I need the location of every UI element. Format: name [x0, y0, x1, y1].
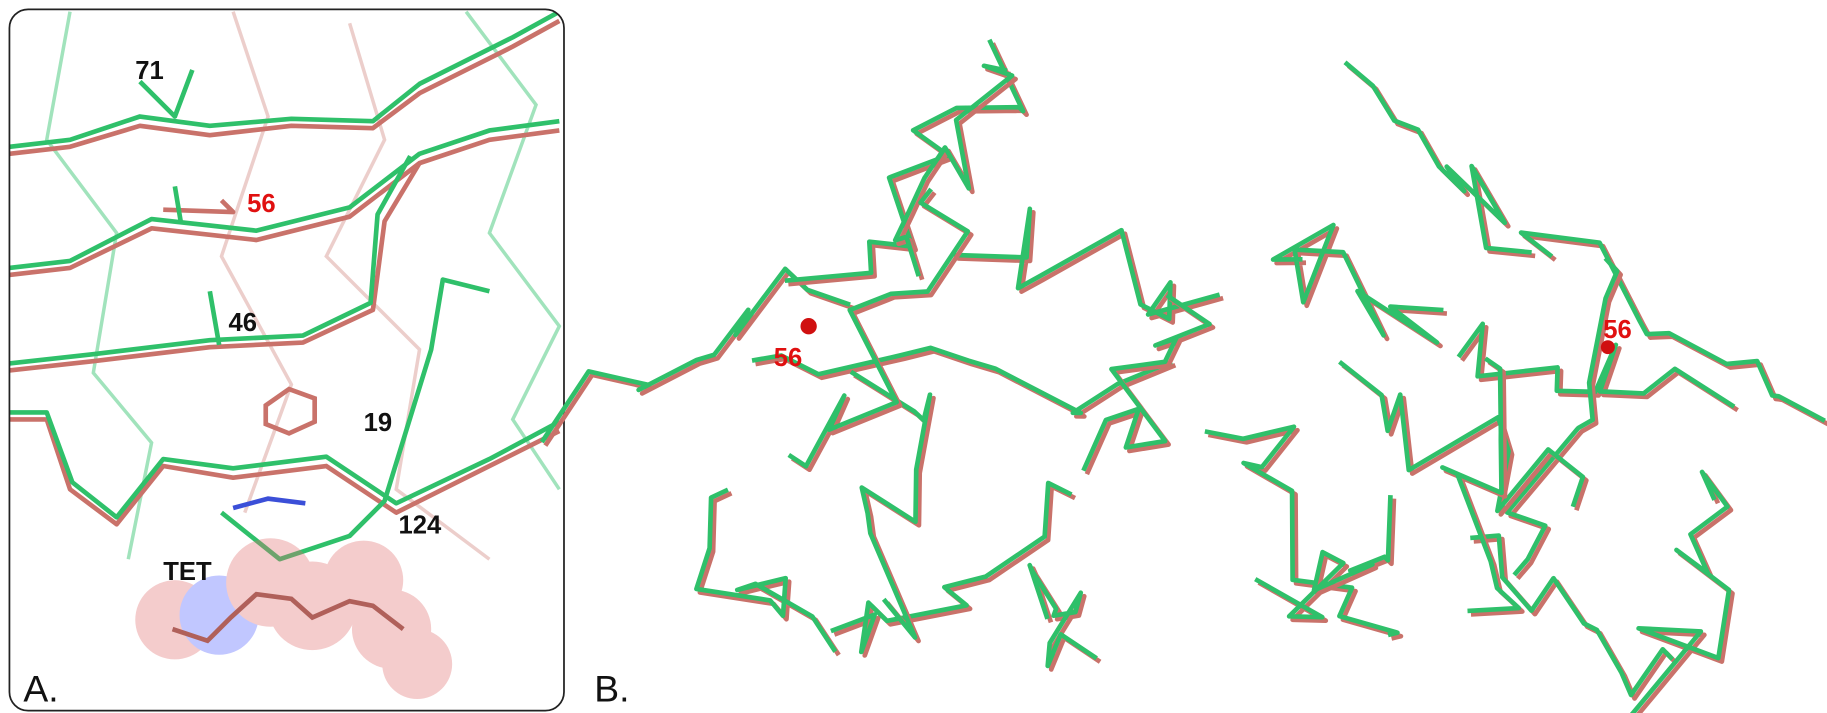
residue-label: 19: [364, 409, 393, 437]
panel-label: A.: [23, 667, 58, 709]
backbone-trace: [1030, 565, 1097, 666]
backbone-trace: [1624, 472, 1729, 713]
residue-label: 46: [228, 309, 257, 337]
residue-label: 56: [1603, 316, 1632, 344]
residue-label: 71: [135, 57, 164, 85]
strand: [9, 419, 559, 524]
backbone-trace: [1087, 299, 1213, 475]
trace: [47, 12, 152, 560]
backbone-trace: [1507, 258, 1617, 575]
side-chain: [175, 186, 181, 221]
backbone-trace: [1255, 495, 1390, 617]
ligand-label: TET: [163, 558, 212, 586]
side-chain: [210, 291, 219, 345]
backbone-trace: [542, 269, 850, 442]
backbone-trace: [1446, 362, 1522, 614]
residue-label: 56: [247, 190, 276, 218]
residue-marker: [800, 318, 816, 334]
side-chain: [233, 499, 305, 508]
panel-b: [542, 40, 1827, 713]
trace: [221, 12, 291, 513]
backbone-trace: [696, 490, 835, 652]
panel-label: B.: [594, 667, 629, 709]
backbone-trace: [1470, 536, 1672, 695]
backbone-trace: [1345, 62, 1532, 252]
strand: [221, 280, 489, 560]
panel-a: [9, 12, 559, 699]
trace: [466, 12, 559, 490]
residue-label: 124: [399, 512, 443, 540]
side-chain: [163, 200, 233, 212]
residue-label: 56: [774, 344, 803, 372]
backbone-trace: [1273, 225, 1443, 343]
ring: [266, 389, 315, 433]
backbone-trace: [700, 493, 839, 655]
figure: 71 56 46 19 124 TET A. 56 56 B.: [0, 0, 1827, 713]
backbone-trace: [792, 193, 971, 470]
backbone-trace: [752, 348, 1172, 413]
